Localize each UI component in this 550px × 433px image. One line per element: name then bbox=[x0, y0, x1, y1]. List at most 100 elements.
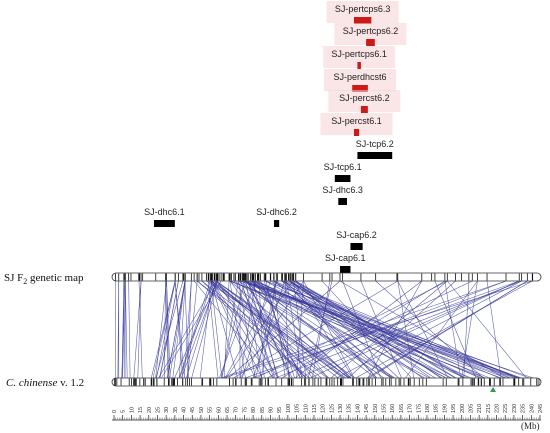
synteny-line bbox=[183, 280, 192, 379]
synteny-line bbox=[486, 280, 502, 379]
axis-tick-label: 0 bbox=[112, 410, 118, 413]
axis-tick-label: 120 bbox=[321, 404, 327, 413]
qtl-sj-cap6-1: SJ-cap6.1 bbox=[325, 253, 366, 273]
synteny-line bbox=[211, 280, 347, 379]
synteny-line bbox=[207, 280, 219, 379]
synteny-line bbox=[355, 280, 533, 379]
synteny-line bbox=[201, 280, 328, 379]
synteny-line bbox=[257, 280, 447, 379]
synteny-line bbox=[152, 280, 176, 379]
axis-tick-label: 50 bbox=[199, 407, 205, 413]
axis-tick-label: 170 bbox=[408, 404, 414, 413]
synteny-line bbox=[293, 280, 307, 379]
synteny-line bbox=[133, 280, 142, 379]
reference-genome-markers bbox=[113, 378, 540, 386]
synteny-line bbox=[187, 280, 192, 379]
synteny-line bbox=[121, 280, 125, 379]
axis-tick-label: 150 bbox=[373, 404, 379, 413]
reference-genome-label: C. chinense v. 1.2 bbox=[6, 377, 84, 389]
qtl-bar bbox=[338, 198, 347, 205]
qtl-bar bbox=[350, 243, 363, 250]
qtl-highlight-bg bbox=[324, 69, 397, 91]
qtl-bar bbox=[340, 266, 351, 273]
axis-tick-label: 210 bbox=[477, 404, 483, 413]
axis-tick-label: 25 bbox=[155, 407, 161, 413]
qtl-label: SJ-pertcps6.3 bbox=[335, 4, 391, 14]
axis-tick-label: 45 bbox=[190, 407, 196, 413]
synteny-line bbox=[187, 280, 198, 379]
synteny-line bbox=[281, 280, 486, 379]
axis-tick-label: 230 bbox=[512, 404, 518, 413]
synteny-line bbox=[246, 280, 304, 379]
axis-tick-label: 130 bbox=[338, 404, 344, 413]
genetic-map-label: SJ F2 genetic map bbox=[4, 272, 84, 286]
synteny-line bbox=[216, 280, 350, 379]
synteny-line bbox=[221, 280, 245, 379]
synteny-line bbox=[239, 280, 256, 379]
synteny-line bbox=[229, 280, 302, 379]
synteny-line bbox=[172, 280, 186, 379]
qtl-label: SJ-cap6.2 bbox=[336, 230, 377, 240]
synteny-line bbox=[367, 280, 423, 379]
synteny-line bbox=[255, 280, 465, 379]
axis-tick-label: 190 bbox=[442, 404, 448, 413]
synteny-line bbox=[193, 280, 274, 379]
synteny-line bbox=[229, 280, 486, 379]
synteny-line bbox=[125, 280, 128, 379]
axis-tick-label: 10 bbox=[129, 407, 135, 413]
axis-tick-label: 55 bbox=[208, 407, 214, 413]
qtl-highlight-bg bbox=[328, 90, 401, 112]
axis-tick-label: 20 bbox=[147, 407, 153, 413]
synteny-line bbox=[282, 280, 511, 379]
synteny-line bbox=[233, 280, 392, 379]
synteny-line bbox=[295, 280, 399, 379]
axis-tick-label: 160 bbox=[390, 404, 396, 413]
synteny-line bbox=[336, 280, 522, 379]
axis-tick-label: 105 bbox=[295, 404, 301, 413]
qtl-bar bbox=[353, 129, 360, 136]
synteny-line bbox=[158, 280, 217, 379]
synteny-line bbox=[137, 280, 142, 379]
synteny-line bbox=[444, 280, 461, 379]
synteny-line bbox=[224, 280, 278, 379]
axis-unit-label: (Mb) bbox=[521, 421, 540, 431]
qtl-label: SJ-cap6.1 bbox=[325, 253, 366, 263]
qtl-bar bbox=[352, 85, 368, 92]
synteny-line bbox=[223, 280, 533, 379]
synteny-line bbox=[285, 280, 289, 379]
axis-tick-label: 70 bbox=[234, 407, 240, 413]
qtl-sj-tcp6-2: SJ-tcp6.2 bbox=[356, 139, 394, 159]
genetic-map-markers bbox=[115, 273, 534, 281]
axis-tick-label: 5 bbox=[121, 410, 127, 413]
qtl-highlight-bg bbox=[326, 1, 399, 23]
synteny-line bbox=[242, 280, 293, 379]
qtl-label: SJ-percst6.2 bbox=[339, 93, 390, 103]
axis-tick-label: 15 bbox=[138, 407, 144, 413]
qtl-label: SJ-perdhcst6 bbox=[334, 72, 387, 82]
synteny-line bbox=[447, 280, 527, 379]
axis-tick-label: 220 bbox=[495, 404, 501, 413]
qtl-label: SJ-tcp6.2 bbox=[356, 139, 394, 149]
axis-tick-label: 110 bbox=[303, 404, 309, 413]
synteny-line bbox=[166, 280, 186, 379]
synteny-line bbox=[339, 280, 505, 379]
synteny-line bbox=[123, 280, 126, 379]
green-triangle-marker bbox=[490, 387, 497, 392]
synteny-line bbox=[273, 280, 394, 379]
synteny-line bbox=[211, 280, 256, 379]
axis-tick-label: 40 bbox=[182, 407, 188, 413]
axis-tick-label: 75 bbox=[242, 407, 248, 413]
synteny-line bbox=[208, 280, 345, 379]
synteny-line bbox=[250, 280, 395, 379]
axis-tick-label: 185 bbox=[434, 404, 440, 413]
axis-tick-label: 145 bbox=[364, 404, 370, 413]
synteny-line bbox=[463, 280, 470, 379]
qtl-bar bbox=[334, 175, 351, 182]
synteny-line bbox=[166, 280, 171, 379]
synteny-line bbox=[368, 280, 528, 379]
synteny-line bbox=[461, 280, 478, 379]
axis-tick-label: 205 bbox=[468, 404, 474, 413]
qtl-sj-percst6-2: SJ-percst6.2 bbox=[328, 90, 401, 113]
synteny-line bbox=[229, 280, 246, 379]
synteny-line bbox=[405, 280, 478, 379]
